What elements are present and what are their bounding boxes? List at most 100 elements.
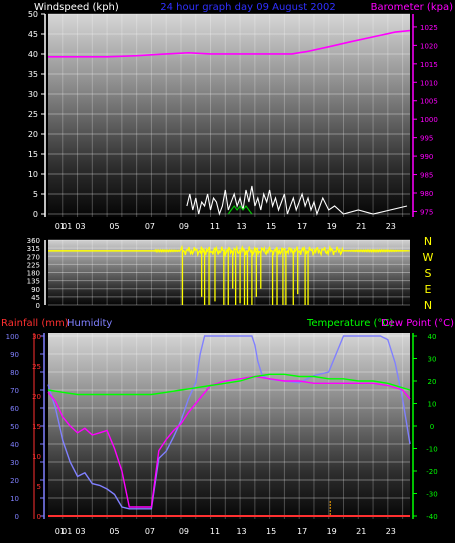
direction-tick-label: 0: [36, 302, 40, 310]
time-tick-label: 01: [62, 527, 72, 536]
time-tick-label: 11: [210, 222, 220, 231]
time-tick-label: 23: [386, 527, 396, 536]
windspeed-tick-label: 35: [28, 70, 38, 79]
series-windspeed-line: [186, 185, 408, 216]
rainfall-axis: 0 5 10 15 20 25 30: [32, 333, 41, 521]
time-tick-label: 09: [179, 527, 189, 536]
series-dew-point-line: [47, 375, 411, 508]
series-humidity-line: [47, 335, 411, 510]
humidity-tick-label: 100: [6, 333, 19, 341]
temperature-tick-label: 20: [428, 378, 437, 386]
direction-tick-label: 45: [31, 294, 40, 302]
windspeed-tick-label: 30: [28, 90, 38, 99]
barometer-tick-label: 1015: [420, 61, 438, 69]
barometer-tick-label: 1025: [420, 24, 438, 32]
wind-gridlines: [48, 13, 410, 217]
windspeed-tick-label: 40: [28, 50, 38, 59]
time-tick-label: 19: [327, 527, 337, 536]
time-tick-label: 05: [109, 222, 119, 231]
direction-tick-label: 360: [27, 237, 40, 245]
time-tick-label: 13: [236, 527, 246, 536]
time-tick-label: 01: [62, 222, 72, 231]
windspeed-tick-label: 15: [28, 150, 38, 159]
series-barometer-line: [48, 29, 411, 58]
time-tick-label: 03: [75, 222, 85, 231]
series-gust-line: [227, 205, 253, 215]
humidity-axis-label: Humidity: [67, 318, 112, 329]
temperature-tick-label: 40: [428, 333, 437, 341]
rainfall-tick-label: 5: [37, 483, 41, 491]
dewpoint-axis-label: Dew Point (°C): [381, 318, 454, 329]
humidity-tick-label: 20: [10, 477, 19, 485]
barometer-tick-label: 1005: [420, 98, 438, 106]
humidity-tick-label: 30: [10, 459, 19, 467]
humidity-tick-label: 50: [10, 423, 19, 431]
direction-gusty-line: [153, 244, 410, 258]
compass-label: W: [423, 251, 434, 264]
panel-wind-barometer: Windspeed (kph) 24 hour graph day 09 Aug…: [28, 2, 453, 231]
wind-series: [48, 29, 411, 216]
temperature-tick-label: 30: [428, 356, 437, 364]
rainfall-tick-label: 25: [32, 363, 41, 371]
barometer-tick-label: 1020: [420, 42, 438, 50]
direction-tick-label: 90: [31, 286, 40, 294]
humidity-tick-label: 90: [10, 351, 19, 359]
rainfall-tick-label: 0: [37, 513, 41, 521]
humidity-tick-label: 40: [10, 441, 19, 449]
panel-rain-humidity-temperature: Rainfall (mm) Humidity Temperature (°C) …: [1, 318, 454, 536]
time-tick-label: 05: [109, 527, 119, 536]
time-tick-label: 01: [55, 222, 65, 231]
temperature-axis-label: Temperature (°C): [306, 318, 393, 329]
temperature-tick-label: 0: [430, 423, 434, 431]
time-tick-label: 23: [386, 222, 396, 231]
time-tick-label: 13: [236, 222, 246, 231]
windspeed-tick-label: 25: [28, 110, 38, 119]
time-tick-label: 21: [356, 222, 366, 231]
time-tick-label: 01: [55, 527, 65, 536]
time-tick-label: 17: [297, 527, 307, 536]
wind-plot-background: [48, 14, 410, 217]
windspeed-tick-label: 50: [28, 10, 38, 19]
time-tick-label: 07: [145, 527, 155, 536]
rainfall-tick-label: 10: [32, 453, 41, 461]
time-tick-label: 03: [75, 527, 85, 536]
climate-series: [47, 335, 411, 517]
rainfall-tick-label: 30: [32, 333, 41, 341]
temperature-tick-label: -10: [426, 446, 437, 454]
time-tick-label: 11: [210, 527, 220, 536]
time-tick-label: 09: [179, 222, 189, 231]
humidity-tick-label: 60: [10, 405, 19, 413]
time-tick-label: 07: [145, 222, 155, 231]
humidity-tick-label: 80: [10, 369, 19, 377]
temperature-tick-label: -40: [426, 513, 437, 521]
temperature-axis: -40 -30 -20 -10 0 10 20 30 40: [412, 333, 438, 521]
humidity-tick-label: 0: [15, 513, 19, 521]
temperature-tick-label: 10: [428, 401, 437, 409]
rainfall-tick-label: 20: [32, 393, 41, 401]
time-tick-label: 21: [356, 527, 366, 536]
rainfall-tick-label: 15: [32, 423, 41, 431]
compass-label: S: [425, 267, 432, 280]
direction-series: [48, 244, 410, 305]
direction-tick-label: 315: [27, 245, 40, 253]
windspeed-tick-label: 5: [33, 190, 38, 199]
windspeed-axis: 0 5 10 15 20 25 30 35 40 45 50: [28, 10, 46, 219]
humidity-tick-label: 70: [10, 387, 19, 395]
windspeed-tick-label: 20: [28, 130, 38, 139]
direction-tick-label: 135: [27, 278, 40, 286]
time-tick-label: 15: [266, 222, 276, 231]
windspeed-tick-label: 10: [28, 170, 38, 179]
direction-tick-label: 270: [27, 253, 40, 261]
compass-label: N: [424, 235, 432, 248]
time-tick-label: 19: [327, 222, 337, 231]
barometer-tick-label: 995: [420, 135, 433, 143]
series-temperature-line: [47, 373, 411, 396]
windspeed-axis-label: Windspeed (kph): [34, 2, 119, 13]
humidity-tick-label: 10: [10, 495, 19, 503]
barometer-tick-label: 980: [420, 190, 433, 198]
climate-plot-background: [48, 333, 410, 519]
